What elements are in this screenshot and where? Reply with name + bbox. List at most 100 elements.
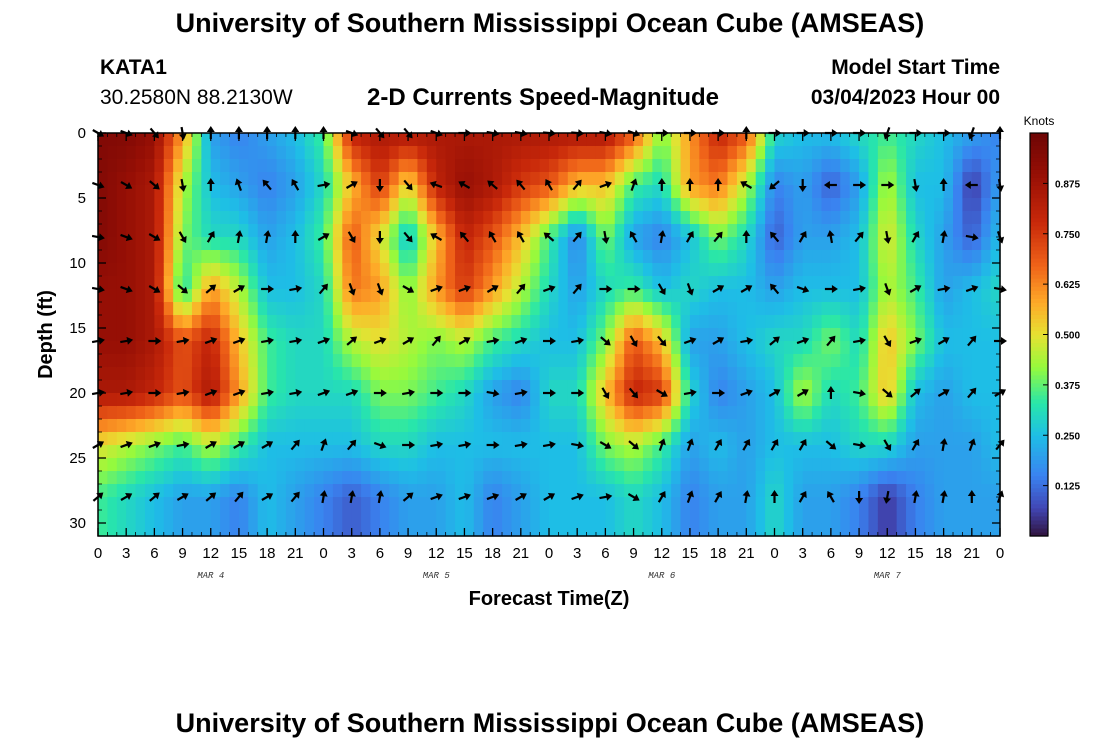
heatmap-cell [906, 198, 917, 212]
heatmap-cell [812, 445, 823, 459]
heatmap-cell [436, 510, 447, 524]
heatmap-cell [877, 445, 888, 459]
heatmap-cell [370, 263, 381, 277]
arrow-head [236, 491, 244, 499]
heatmap-cell [924, 159, 935, 173]
heatmap-cell [812, 510, 823, 524]
heatmap-cell [821, 315, 832, 329]
model-start-value: 03/04/2023 Hour 00 [810, 86, 1000, 109]
heatmap-cell [398, 497, 409, 511]
heatmap-cell [295, 510, 306, 524]
heatmap-cell [285, 497, 296, 511]
heatmap-cell [379, 276, 390, 290]
heatmap-cell [144, 211, 155, 225]
heatmap-cell [586, 263, 597, 277]
x-tick-label: 9 [178, 545, 186, 562]
heatmap-cell [229, 445, 240, 459]
heatmap-cell [896, 237, 907, 251]
heatmap-cell [351, 276, 362, 290]
heatmap-cell [896, 328, 907, 342]
current-arrow [965, 284, 979, 293]
heatmap-cell [464, 185, 475, 199]
heatmap-cell [821, 211, 832, 225]
heatmap-cell [849, 471, 860, 485]
heatmap-cell [727, 341, 738, 355]
heatmap-cell [915, 250, 926, 264]
heatmap-cell [539, 497, 550, 511]
arrow-head [798, 186, 807, 192]
heatmap-cell [191, 263, 202, 277]
heatmap-cell [577, 497, 588, 511]
colorbar-cell [1030, 511, 1048, 517]
heatmap-cell [248, 146, 259, 160]
heatmap-cell [586, 458, 597, 472]
arrow-head [939, 490, 948, 497]
heatmap-cell [408, 133, 419, 147]
heatmap-cell [342, 341, 353, 355]
heatmap-cell [417, 354, 428, 368]
heatmap-cell [492, 367, 503, 381]
heatmap-cell [849, 406, 860, 420]
current-arrow [798, 179, 807, 192]
heatmap-cell [859, 523, 870, 537]
heatmap-cell [971, 497, 982, 511]
heatmap-cell [436, 328, 447, 342]
arrow-head [574, 283, 582, 291]
heatmap-cell [502, 354, 513, 368]
current-arrow [712, 337, 725, 345]
heatmap-cell [642, 341, 653, 355]
heatmap-cell [492, 146, 503, 160]
heatmap-cell [144, 315, 155, 329]
arrow-head [802, 285, 810, 294]
heatmap-cell [295, 445, 306, 459]
heatmap-cell [981, 380, 992, 394]
heatmap-cell [191, 250, 202, 264]
heatmap-cell [812, 380, 823, 394]
heatmap-cell [934, 458, 945, 472]
heatmap-cell [549, 159, 559, 173]
heatmap-cell [953, 211, 964, 225]
arrow-head [491, 285, 499, 292]
heatmap-cell [492, 341, 503, 355]
heatmap-cell [633, 510, 644, 524]
heatmap-cell [173, 172, 184, 186]
heatmap-cell [144, 146, 155, 160]
heatmap-cell [840, 224, 851, 238]
heatmap-cell [267, 263, 278, 277]
heatmap-cell [116, 172, 127, 186]
heatmap-cell [295, 458, 306, 472]
heatmap-cell [511, 133, 522, 147]
colorbar-cell [1030, 346, 1048, 352]
heatmap-cell [229, 237, 240, 251]
heatmap-cell [426, 237, 437, 251]
heatmap-cell [342, 471, 353, 485]
colorbar-cell [1030, 306, 1048, 311]
heatmap-cell [295, 328, 306, 342]
heatmap-cell [135, 393, 146, 407]
heatmap-cell [257, 211, 268, 225]
heatmap-cell [953, 315, 964, 329]
heatmap-cell [830, 302, 841, 316]
heatmap-cell [530, 289, 541, 303]
heatmap-cell [793, 133, 804, 147]
heatmap-cell [671, 432, 682, 446]
heatmap-cell [849, 523, 860, 537]
heatmap-cell [398, 393, 409, 407]
heatmap-cell [220, 393, 231, 407]
heatmap-cell [539, 458, 550, 472]
heatmap-cell [577, 198, 588, 212]
heatmap-cell [408, 510, 419, 524]
heatmap-cell [398, 341, 409, 355]
heatmap-cell [126, 133, 137, 147]
heatmap-cell [408, 393, 419, 407]
heatmap-cell [990, 445, 1001, 459]
heatmap-cell [727, 263, 738, 277]
arrow-head [406, 286, 415, 293]
heatmap-cell [492, 432, 503, 446]
heatmap-cell [736, 224, 747, 238]
arrow-head [521, 440, 528, 449]
heatmap-cell [746, 341, 757, 355]
heatmap-cell [323, 471, 334, 485]
heatmap-cell [201, 510, 212, 524]
current-arrow [798, 230, 807, 243]
